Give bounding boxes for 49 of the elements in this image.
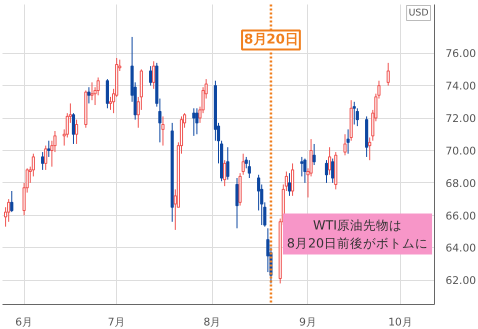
candlestick bbox=[7, 198, 10, 222]
x-tick-label: 8月 bbox=[203, 316, 222, 328]
candlestick bbox=[87, 86, 90, 104]
candlestick bbox=[328, 146, 332, 176]
x-tick-label: 10月 bbox=[388, 316, 413, 328]
candlestick bbox=[368, 136, 372, 161]
y-tick-label: 62.00 bbox=[446, 274, 476, 288]
candlestick bbox=[290, 162, 294, 196]
candlestick bbox=[288, 172, 292, 196]
ref-line-label: 8月20日 bbox=[244, 32, 298, 48]
candlestick bbox=[303, 158, 306, 184]
x-tick-label: 7月 bbox=[108, 316, 126, 328]
candlestick bbox=[248, 160, 251, 179]
candlestick bbox=[331, 158, 334, 184]
candlestick bbox=[343, 134, 347, 156]
y-tick-label: 74.00 bbox=[446, 80, 476, 93]
candlestick bbox=[41, 152, 44, 170]
candlestick bbox=[161, 116, 165, 146]
y-axis-title: USD bbox=[408, 8, 429, 18]
candlestick bbox=[44, 145, 48, 170]
x-tick-label: 9月 bbox=[299, 316, 317, 328]
candlestick bbox=[152, 60, 156, 90]
candlestick bbox=[300, 156, 304, 177]
candlestick bbox=[90, 82, 94, 101]
candlestick bbox=[324, 160, 328, 184]
candlestick bbox=[10, 190, 14, 213]
y-tick-label: 66.00 bbox=[446, 209, 476, 222]
candlestick bbox=[352, 101, 356, 125]
x-tick-label: 6月 bbox=[15, 316, 33, 328]
y-tick-label: 76.00 bbox=[446, 47, 476, 60]
annotation: WTI原油先物は 8月20日前後がボトムに bbox=[286, 218, 428, 250]
candlestick bbox=[74, 119, 78, 144]
candlestick bbox=[312, 143, 316, 166]
candlestick bbox=[235, 178, 239, 229]
candlestick bbox=[242, 153, 245, 176]
candlestick bbox=[386, 62, 390, 86]
candlestick bbox=[195, 108, 198, 135]
candlestick bbox=[149, 66, 152, 86]
candlestick bbox=[192, 108, 196, 136]
candlestick bbox=[226, 146, 230, 180]
y-tick-label: 70.00 bbox=[446, 144, 476, 158]
candlestick bbox=[106, 78, 109, 109]
candlestick bbox=[346, 128, 350, 154]
candlestick bbox=[223, 160, 226, 187]
candlestick bbox=[72, 112, 76, 144]
y-tick-label: 72.00 bbox=[446, 112, 476, 126]
candlestick bbox=[47, 140, 50, 158]
y-tick-label: 64.00 bbox=[446, 242, 476, 255]
y-tick-label: 68.00 bbox=[446, 176, 476, 190]
